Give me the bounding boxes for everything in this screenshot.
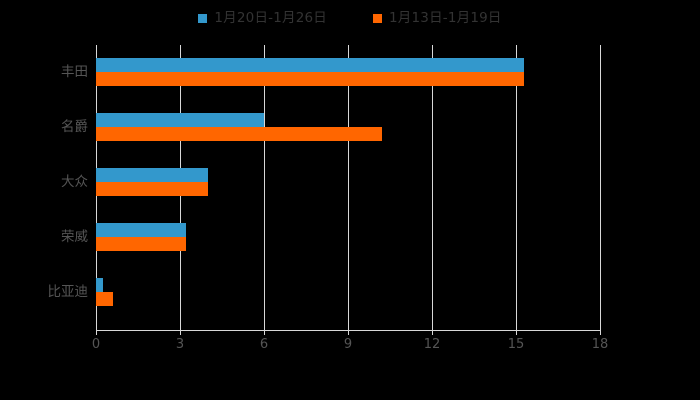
x-tick-label-15: 15 [507,337,525,352]
gridline-15 [516,45,517,330]
x-tick-mark-15 [516,330,517,335]
x-tick-label-3: 3 [175,337,185,352]
legend-swatch-blue-icon [198,13,208,23]
gridline-12 [432,45,433,330]
legend-item-series-1[interactable]: 1月20日-1月26日 [198,10,327,26]
bar-series-2-cat-3[interactable] [96,237,186,251]
bar-series-2-cat-0[interactable] [96,72,525,86]
bar-group-3 [96,210,600,265]
x-tick-label-9: 9 [343,337,353,352]
bar-series-1-cat-3[interactable] [96,223,186,237]
chart-legend: 1月20日-1月26日 1月13日-1月19日 [0,6,700,30]
bar-group-2 [96,155,600,210]
legend-item-series-2[interactable]: 1月13日-1月19日 [373,10,502,26]
y-tick-label-2: 大众 [61,174,88,190]
legend-label-series-2: 1月13日-1月19日 [389,10,502,26]
x-tick-mark-0 [96,330,97,335]
y-tick-label-0: 丰田 [61,64,88,80]
y-tick-label-3: 荣威 [61,229,88,245]
x-tick-mark-3 [180,330,181,335]
x-tick-mark-12 [432,330,433,335]
gridline-9 [348,45,349,330]
x-tick-label-18: 18 [591,337,609,352]
x-tick-mark-18 [600,330,601,335]
bar-group-4 [96,265,600,320]
bar-series-1-cat-2[interactable] [96,168,208,182]
y-axis-labels: 丰田 名爵 大众 荣威 比亚迪 [0,45,89,330]
x-tick-label-0: 0 [91,337,101,352]
x-tick-label-6: 6 [259,337,269,352]
x-tick-mark-9 [348,330,349,335]
x-tick-label-12: 12 [423,337,441,352]
bar-series-1-cat-0[interactable] [96,58,525,72]
y-tick-label-4: 比亚迪 [47,284,89,300]
bar-series-1-cat-1[interactable] [96,113,264,127]
x-tick-mark-6 [264,330,265,335]
y-tick-label-1: 名爵 [61,119,88,135]
gridline-6 [264,45,265,330]
bar-series-2-cat-4[interactable] [96,292,113,306]
bar-series-1-cat-4[interactable] [96,278,103,292]
bar-series-2-cat-2[interactable] [96,182,208,196]
bar-series-2-cat-1[interactable] [96,127,382,141]
gridline-18 [600,45,601,330]
legend-label-series-1: 1月20日-1月26日 [214,10,327,26]
plot-area [96,45,601,330]
bar-group-1 [96,100,600,155]
bar-group-0 [96,45,600,100]
legend-swatch-orange-icon [373,13,382,23]
